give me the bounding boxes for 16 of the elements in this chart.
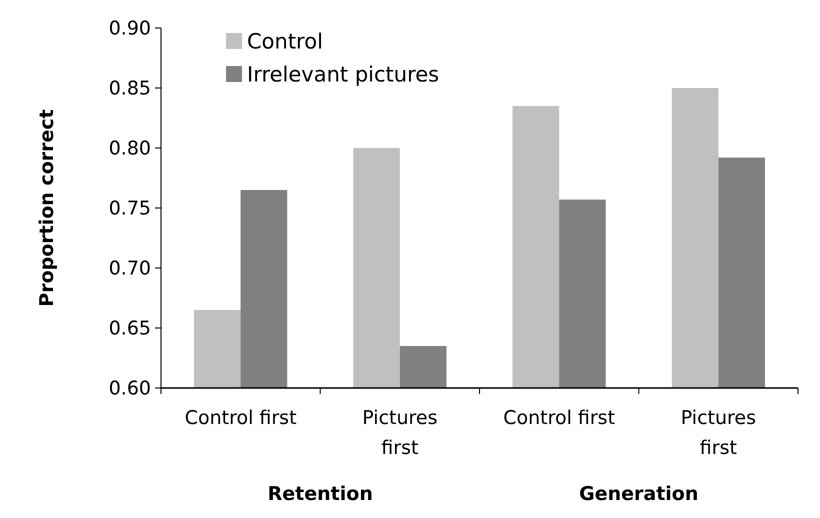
y-tick-label: 0.85 [108,78,151,100]
text: Generation [579,483,698,505]
y-axis-title: Proportion correct [36,109,58,307]
y-tick-label: 0.80 [108,138,151,160]
legend-label: Irrelevant pictures [247,62,440,86]
y-tick-label: 0.75 [108,198,151,220]
x-tick-label: Pictures first [362,407,438,459]
y-tick-label: 0.60 [108,378,151,400]
x-tick-label: Pictures first [680,407,756,459]
y-tick-label: 0.90 [108,18,151,40]
text: Retention [268,483,373,505]
x-tick-label: Control first [503,407,616,429]
x-tick-label: Control first [184,407,297,429]
legend-label: Control [247,29,323,54]
y-tick-label: 0.65 [108,318,151,340]
y-tick-label: 0.70 [108,258,151,280]
